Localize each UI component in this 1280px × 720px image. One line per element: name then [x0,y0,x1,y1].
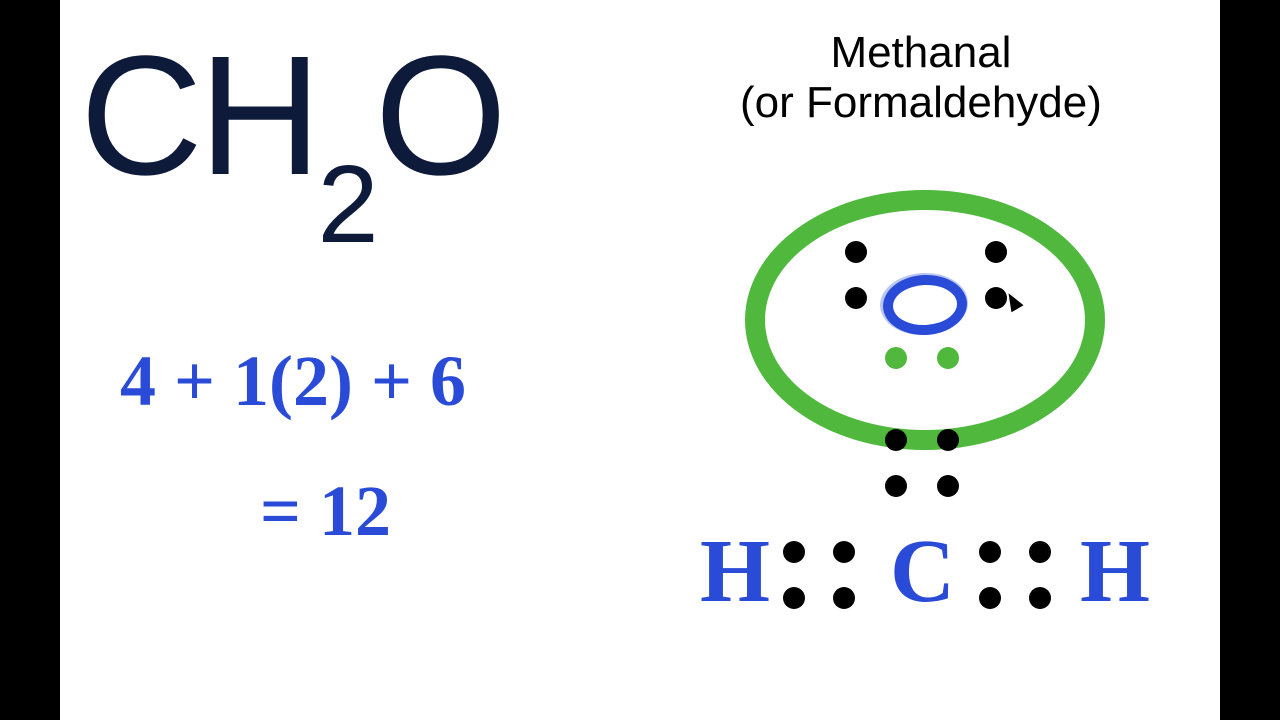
electron-count-result: = 12 [260,470,391,553]
electron-dot [783,587,805,609]
electron-dot [937,347,959,369]
electron-dot [937,475,959,497]
electron-dot [783,541,805,563]
electron-dot [845,287,867,309]
electron-dot [833,541,855,563]
lewis-structure: HCH [700,190,1170,660]
chemical-formula: CH2O [80,18,503,214]
atom-h-right: H [1080,520,1150,623]
electron-count-expression: 4 + 1(2) + 6 [120,340,466,423]
electron-dot [845,241,867,263]
compound-name-line1: Methanal [740,28,1102,78]
electron-dot [979,587,1001,609]
atom-c: C [890,520,955,623]
electron-dot [985,287,1007,309]
electron-dot [937,429,959,451]
formula-subscript: 2 [318,141,375,268]
electron-dot [1029,541,1051,563]
compound-name-line2: (or Formaldehyde) [740,78,1102,128]
formula-part2: O [375,18,503,214]
electron-dot [885,475,907,497]
atom-h-left: H [700,520,770,623]
electron-dot [885,347,907,369]
electron-dot [833,587,855,609]
electron-dot [1029,587,1051,609]
electron-dot [885,429,907,451]
electron-dot [979,541,1001,563]
electron-dot [985,241,1007,263]
diagram-canvas: CH2O Methanal (or Formaldehyde) 4 + 1(2)… [60,0,1220,720]
compound-name: Methanal (or Formaldehyde) [740,28,1102,128]
formula-part1: CH [80,18,318,214]
